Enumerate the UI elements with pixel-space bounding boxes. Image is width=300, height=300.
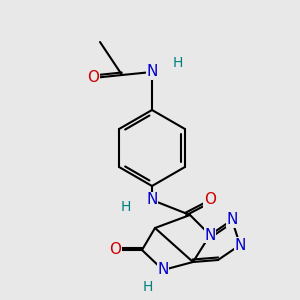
Text: N: N <box>204 227 216 242</box>
Text: O: O <box>109 242 121 257</box>
Text: N: N <box>146 64 158 80</box>
Text: O: O <box>87 70 99 86</box>
Text: H: H <box>173 56 183 70</box>
Text: N: N <box>226 212 238 227</box>
Text: N: N <box>157 262 169 278</box>
Text: O: O <box>204 193 216 208</box>
Text: N: N <box>234 238 246 253</box>
Text: N: N <box>146 193 158 208</box>
Text: H: H <box>143 280 153 294</box>
Text: H: H <box>121 200 131 214</box>
